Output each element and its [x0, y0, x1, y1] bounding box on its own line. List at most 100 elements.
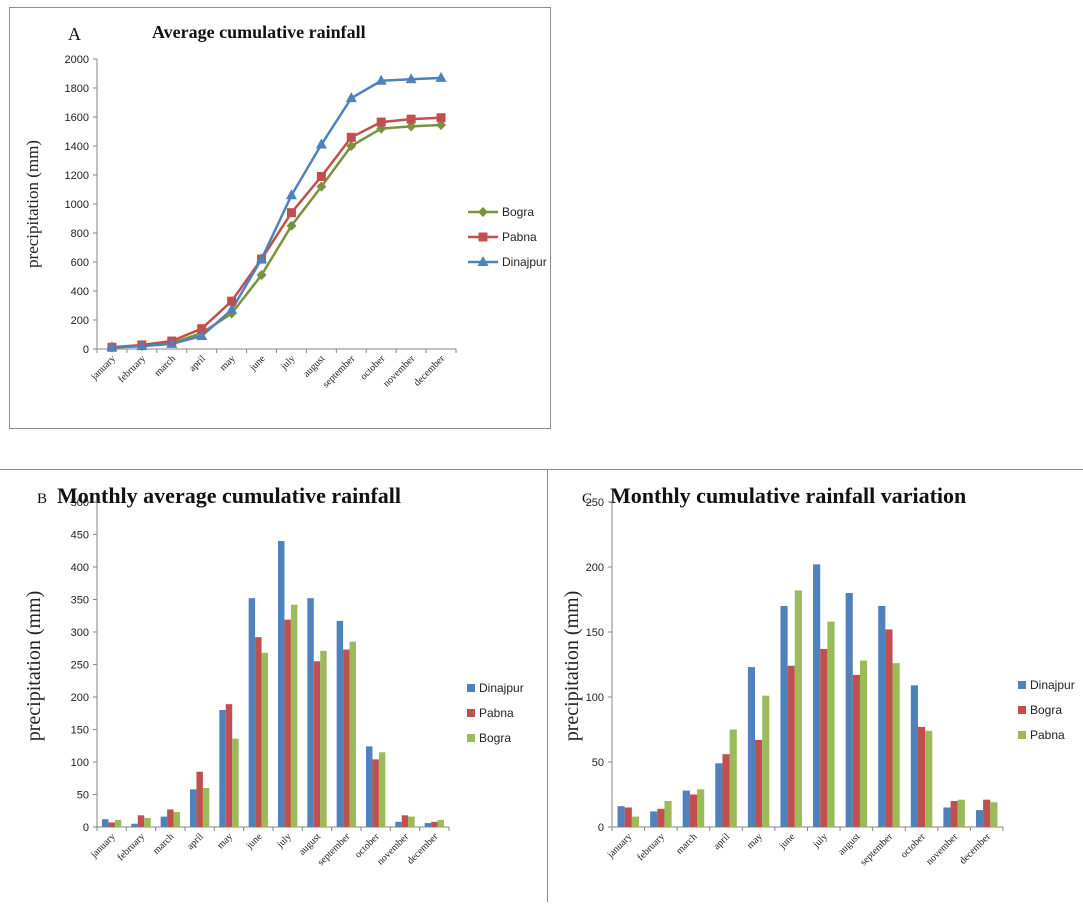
bar [957, 799, 965, 827]
y-tick-label: 400 [71, 562, 89, 574]
bar [617, 806, 625, 827]
x-tick-label: may [745, 831, 765, 851]
data-point [406, 121, 417, 132]
bar [925, 730, 933, 827]
data-point [316, 171, 326, 181]
legend-label: Bogra [1030, 703, 1062, 717]
y-tick-label: 150 [586, 627, 604, 639]
x-tick-label: july [274, 831, 293, 850]
bar [943, 807, 951, 827]
bar [722, 754, 730, 827]
y-tick-label: 1000 [65, 199, 89, 211]
legend-swatch [1018, 681, 1026, 689]
y-tick-label: 250 [586, 497, 604, 509]
bar [372, 759, 379, 827]
bar [343, 649, 350, 827]
data-point [346, 132, 356, 142]
bar [313, 661, 321, 827]
y-tick-label: 0 [83, 822, 89, 834]
x-tick-label: may [218, 353, 238, 373]
bar [431, 821, 438, 827]
bar [173, 812, 181, 827]
bar [755, 739, 763, 827]
data-point [316, 181, 327, 192]
monthly-variation-bar-chart: C Monthly cumulative rainfall variation pr… [561, 483, 1075, 868]
legend-swatch [1018, 706, 1026, 714]
monthly-average-bar-chart: B Monthly average cumulative rainfall prec… [23, 483, 524, 868]
data-point [436, 113, 446, 123]
bar [729, 729, 737, 827]
y-tick-label: 200 [586, 562, 604, 574]
panel-letter: B [37, 491, 47, 507]
y-tick-label: 1600 [65, 112, 89, 124]
data-point [136, 340, 148, 351]
y-tick-label: 200 [71, 692, 89, 704]
x-tick-label: july [278, 353, 297, 372]
legend-swatch [467, 709, 475, 717]
bar [664, 801, 672, 827]
data-point [405, 73, 417, 84]
bar [160, 816, 168, 827]
x-tick-label: may [215, 831, 235, 851]
x-tick-label: september [858, 831, 895, 868]
x-tick-label: june [247, 353, 268, 374]
bar [378, 752, 386, 827]
data-point [478, 207, 488, 217]
x-tick-label: january [88, 831, 118, 861]
legend-label: Dinajpur [502, 255, 547, 269]
data-point [196, 329, 208, 340]
bar [715, 763, 723, 827]
bar [975, 810, 984, 827]
x-tick-label: november [381, 353, 418, 390]
bar [232, 738, 239, 827]
bar [101, 819, 109, 827]
legend-label: Dinajpur [1030, 678, 1075, 692]
bar [202, 788, 210, 827]
bar [424, 823, 432, 827]
data-point [477, 256, 489, 266]
bar [762, 695, 770, 827]
chart-title: Monthly cumulative rainfall variation [610, 483, 966, 508]
x-tick-label: january [605, 831, 635, 861]
legend-label: Dinajpur [479, 681, 524, 695]
y-axis-title: precipitation (mm) [23, 591, 45, 742]
legend-label: Pabna [1030, 728, 1065, 742]
y-tick-label: 100 [586, 692, 604, 704]
bar [910, 685, 918, 827]
bar [307, 598, 314, 827]
bar [196, 771, 203, 827]
y-tick-label: 400 [71, 286, 89, 298]
x-tick-label: june [777, 831, 798, 852]
bar [983, 799, 991, 827]
y-tick-label: 50 [592, 757, 604, 769]
bar [892, 663, 900, 827]
data-point [106, 341, 118, 352]
chart-panel-c: C Monthly cumulative rainfall variation pr… [548, 469, 1083, 902]
y-tick-label: 800 [71, 228, 89, 240]
bar [225, 704, 233, 827]
y-tick-label: 450 [71, 530, 89, 542]
bar [167, 809, 174, 827]
bar [631, 816, 640, 827]
x-tick-label: april [711, 831, 732, 852]
y-tick-label: 1200 [65, 170, 89, 182]
data-point [227, 296, 237, 306]
y-tick-label: 200 [71, 315, 89, 327]
bar [852, 674, 860, 827]
bar [219, 710, 226, 827]
bar [747, 667, 756, 827]
x-tick-label: november [924, 831, 961, 868]
legend-label: Bogra [479, 731, 511, 745]
bar [697, 789, 705, 827]
data-point [375, 74, 387, 85]
x-tick-label: march [674, 831, 699, 856]
x-tick-label: october [899, 831, 928, 860]
y-tick-label: 1800 [65, 83, 89, 95]
bar [780, 606, 788, 827]
x-tick-label: december [405, 831, 441, 867]
bar [261, 652, 269, 827]
bar [401, 815, 409, 827]
bar [820, 648, 828, 827]
legend-swatch [467, 734, 475, 742]
bar [144, 817, 151, 827]
